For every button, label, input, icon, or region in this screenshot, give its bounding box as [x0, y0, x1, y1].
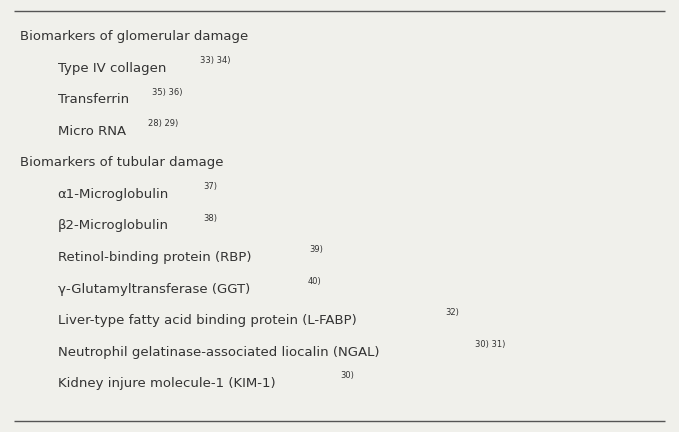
Text: Liver-type fatty acid binding protein (L-FABP): Liver-type fatty acid binding protein (L… — [58, 314, 356, 327]
Text: β2-Microglobulin: β2-Microglobulin — [58, 219, 168, 232]
Text: Retinol-binding protein (RBP): Retinol-binding protein (RBP) — [58, 251, 251, 264]
Text: 38): 38) — [203, 214, 217, 222]
Text: α1-Microglobulin: α1-Microglobulin — [58, 188, 169, 201]
Text: Transferrin: Transferrin — [58, 93, 129, 106]
Text: 30) 31): 30) 31) — [475, 340, 505, 349]
Text: 30): 30) — [341, 372, 354, 380]
Text: 40): 40) — [308, 277, 322, 286]
Text: Biomarkers of tubular damage: Biomarkers of tubular damage — [20, 156, 224, 169]
Text: Neutrophil gelatinase-associated liocalin (NGAL): Neutrophil gelatinase-associated liocali… — [58, 346, 379, 359]
Text: γ-Glutamyltransferase (GGT): γ-Glutamyltransferase (GGT) — [58, 283, 250, 295]
Text: Type IV collagen: Type IV collagen — [58, 62, 166, 75]
Text: Micro RNA: Micro RNA — [58, 125, 126, 138]
Text: 37): 37) — [203, 182, 217, 191]
Text: Biomarkers of glomerular damage: Biomarkers of glomerular damage — [20, 30, 249, 43]
Text: 39): 39) — [310, 245, 323, 254]
Text: Kidney injure molecule-1 (KIM-1): Kidney injure molecule-1 (KIM-1) — [58, 377, 276, 390]
Text: 32): 32) — [445, 308, 459, 317]
Text: 28) 29): 28) 29) — [147, 119, 178, 128]
Text: 33) 34): 33) 34) — [200, 56, 230, 65]
Text: 35) 36): 35) 36) — [151, 88, 182, 96]
